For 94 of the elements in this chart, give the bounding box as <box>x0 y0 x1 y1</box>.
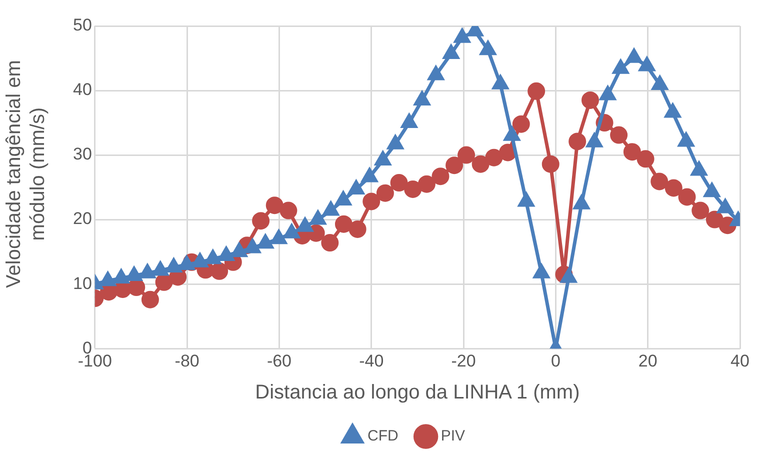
x-tick-label: 20 <box>638 351 658 370</box>
point <box>504 126 520 141</box>
point <box>586 133 602 148</box>
point <box>280 202 298 220</box>
y-axis-title: Velocidade tangêncial em módulo (mm/s) <box>2 59 50 290</box>
point <box>388 135 404 150</box>
point <box>258 234 274 249</box>
point <box>612 60 628 74</box>
y-tick-label: 10 <box>72 274 92 293</box>
point <box>178 256 194 270</box>
point <box>375 151 391 166</box>
point <box>639 57 655 72</box>
point <box>446 156 464 174</box>
point <box>140 264 156 278</box>
point <box>499 144 517 162</box>
point <box>518 192 534 207</box>
point <box>335 191 352 206</box>
point <box>334 215 352 233</box>
point <box>297 218 313 232</box>
point <box>485 148 503 166</box>
point <box>218 246 234 261</box>
point <box>270 230 287 244</box>
x-axis-title: Distancia ao longo da LINHA 1 (mm) <box>255 382 580 404</box>
x-tick-label: -60 <box>266 351 292 370</box>
point <box>244 239 260 254</box>
point <box>692 202 710 220</box>
point <box>141 290 159 308</box>
y-tick-label: 50 <box>72 16 92 35</box>
point <box>418 175 436 193</box>
point <box>458 146 476 164</box>
x-tick-label: -40 <box>359 351 384 370</box>
point <box>210 262 228 280</box>
point <box>664 104 681 118</box>
x-tick-label: 0 <box>550 351 560 370</box>
point <box>205 250 221 264</box>
point <box>581 91 599 109</box>
legend-label: CFD <box>368 428 398 445</box>
point <box>428 66 444 80</box>
point <box>652 76 668 90</box>
point <box>284 224 300 238</box>
point <box>152 262 168 276</box>
point <box>636 150 654 168</box>
point <box>664 179 682 197</box>
point <box>704 183 720 198</box>
point <box>691 162 707 176</box>
point <box>310 210 326 225</box>
point <box>414 91 430 106</box>
y-tick-label: 20 <box>72 209 92 228</box>
point <box>626 48 642 63</box>
point <box>610 126 628 144</box>
point <box>266 196 284 214</box>
x-tick-label: -80 <box>174 351 200 370</box>
point <box>492 75 508 90</box>
point <box>534 264 550 278</box>
point <box>401 114 417 128</box>
point <box>568 132 586 150</box>
point <box>113 270 129 284</box>
point <box>323 202 339 216</box>
point <box>252 212 270 230</box>
point <box>528 82 546 100</box>
point <box>560 268 576 283</box>
point <box>321 234 339 252</box>
point <box>231 243 247 258</box>
point <box>166 258 182 273</box>
point <box>362 192 380 210</box>
point <box>650 172 668 190</box>
point <box>717 199 734 214</box>
point <box>432 168 450 186</box>
point <box>706 210 724 228</box>
point <box>348 180 364 194</box>
point <box>623 143 641 161</box>
legend-label: PIV <box>440 428 466 445</box>
point <box>678 132 694 147</box>
point <box>678 188 696 206</box>
x-tick-label: 40 <box>730 351 750 370</box>
y-tick-label: 40 <box>72 80 92 100</box>
point <box>443 44 459 59</box>
point <box>348 220 366 238</box>
point <box>574 195 590 210</box>
point <box>404 180 422 198</box>
y-tick-label: 30 <box>72 144 92 164</box>
point <box>472 155 490 173</box>
point <box>480 41 496 56</box>
point <box>542 155 560 173</box>
x-tick-label: -20 <box>451 351 476 370</box>
point <box>600 86 616 100</box>
point <box>192 253 208 268</box>
point <box>100 272 116 286</box>
point <box>362 168 378 182</box>
point <box>376 184 394 202</box>
point <box>512 115 530 133</box>
point <box>390 174 408 192</box>
point <box>126 266 142 281</box>
point <box>454 28 470 43</box>
